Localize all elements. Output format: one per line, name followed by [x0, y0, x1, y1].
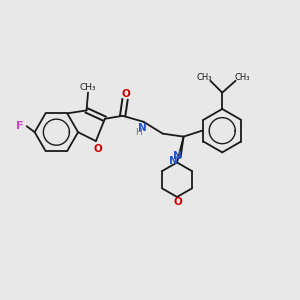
Text: O: O — [173, 197, 182, 207]
Text: O: O — [121, 89, 130, 99]
Text: O: O — [93, 143, 102, 154]
Text: N: N — [173, 151, 182, 161]
Text: CH₃: CH₃ — [80, 83, 96, 92]
Text: CH₃: CH₃ — [234, 73, 250, 82]
Text: N: N — [138, 123, 146, 133]
Text: F: F — [16, 121, 24, 131]
Text: N: N — [169, 156, 178, 166]
Text: H: H — [135, 128, 142, 137]
Text: CH₃: CH₃ — [196, 73, 212, 82]
